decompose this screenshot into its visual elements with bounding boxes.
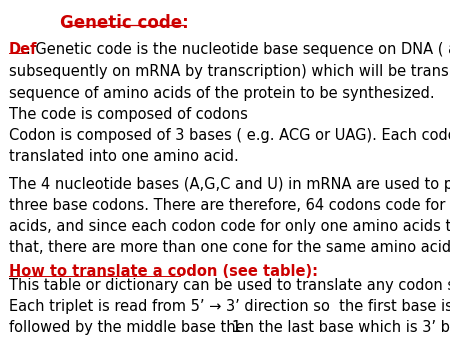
Text: Genetic code:: Genetic code: xyxy=(60,14,189,32)
Text: This table or dictionary can be used to translate any codon sequence.: This table or dictionary can be used to … xyxy=(9,278,450,293)
Text: that, there are more than one cone for the same amino acid.: that, there are more than one cone for t… xyxy=(9,240,450,255)
Text: Def: Def xyxy=(9,42,37,57)
Text: Codon is composed of 3 bases ( e.g. ACG or UAG). Each codon is: Codon is composed of 3 bases ( e.g. ACG … xyxy=(9,128,450,143)
Text: acids, and since each codon code for only one amino acids this means: acids, and since each codon code for onl… xyxy=(9,219,450,234)
Text: Each triplet is read from 5’ → 3’ direction so  the first base is 5’ base,: Each triplet is read from 5’ → 3’ direct… xyxy=(9,299,450,314)
Text: subsequently on mRNA by transcription) which will be translated into a: subsequently on mRNA by transcription) w… xyxy=(9,64,450,79)
Text: . Genetic code is the nucleotide base sequence on DNA ( and: . Genetic code is the nucleotide base se… xyxy=(26,42,450,57)
Text: translated into one amino acid.: translated into one amino acid. xyxy=(9,149,238,164)
Text: followed by the middle base then the last base which is 3’ base.: followed by the middle base then the las… xyxy=(9,320,450,335)
Text: How to translate a codon (see table):: How to translate a codon (see table): xyxy=(9,264,318,279)
Text: The 4 nucleotide bases (A,G,C and U) in mRNA are used to produce the: The 4 nucleotide bases (A,G,C and U) in … xyxy=(9,177,450,192)
Text: 1: 1 xyxy=(231,320,241,335)
Text: three base codons. There are therefore, 64 codons code for the 20 amino: three base codons. There are therefore, … xyxy=(9,198,450,213)
Text: sequence of amino acids of the protein to be synthesized.: sequence of amino acids of the protein t… xyxy=(9,87,434,101)
Text: The code is composed of codons: The code is composed of codons xyxy=(9,107,248,122)
